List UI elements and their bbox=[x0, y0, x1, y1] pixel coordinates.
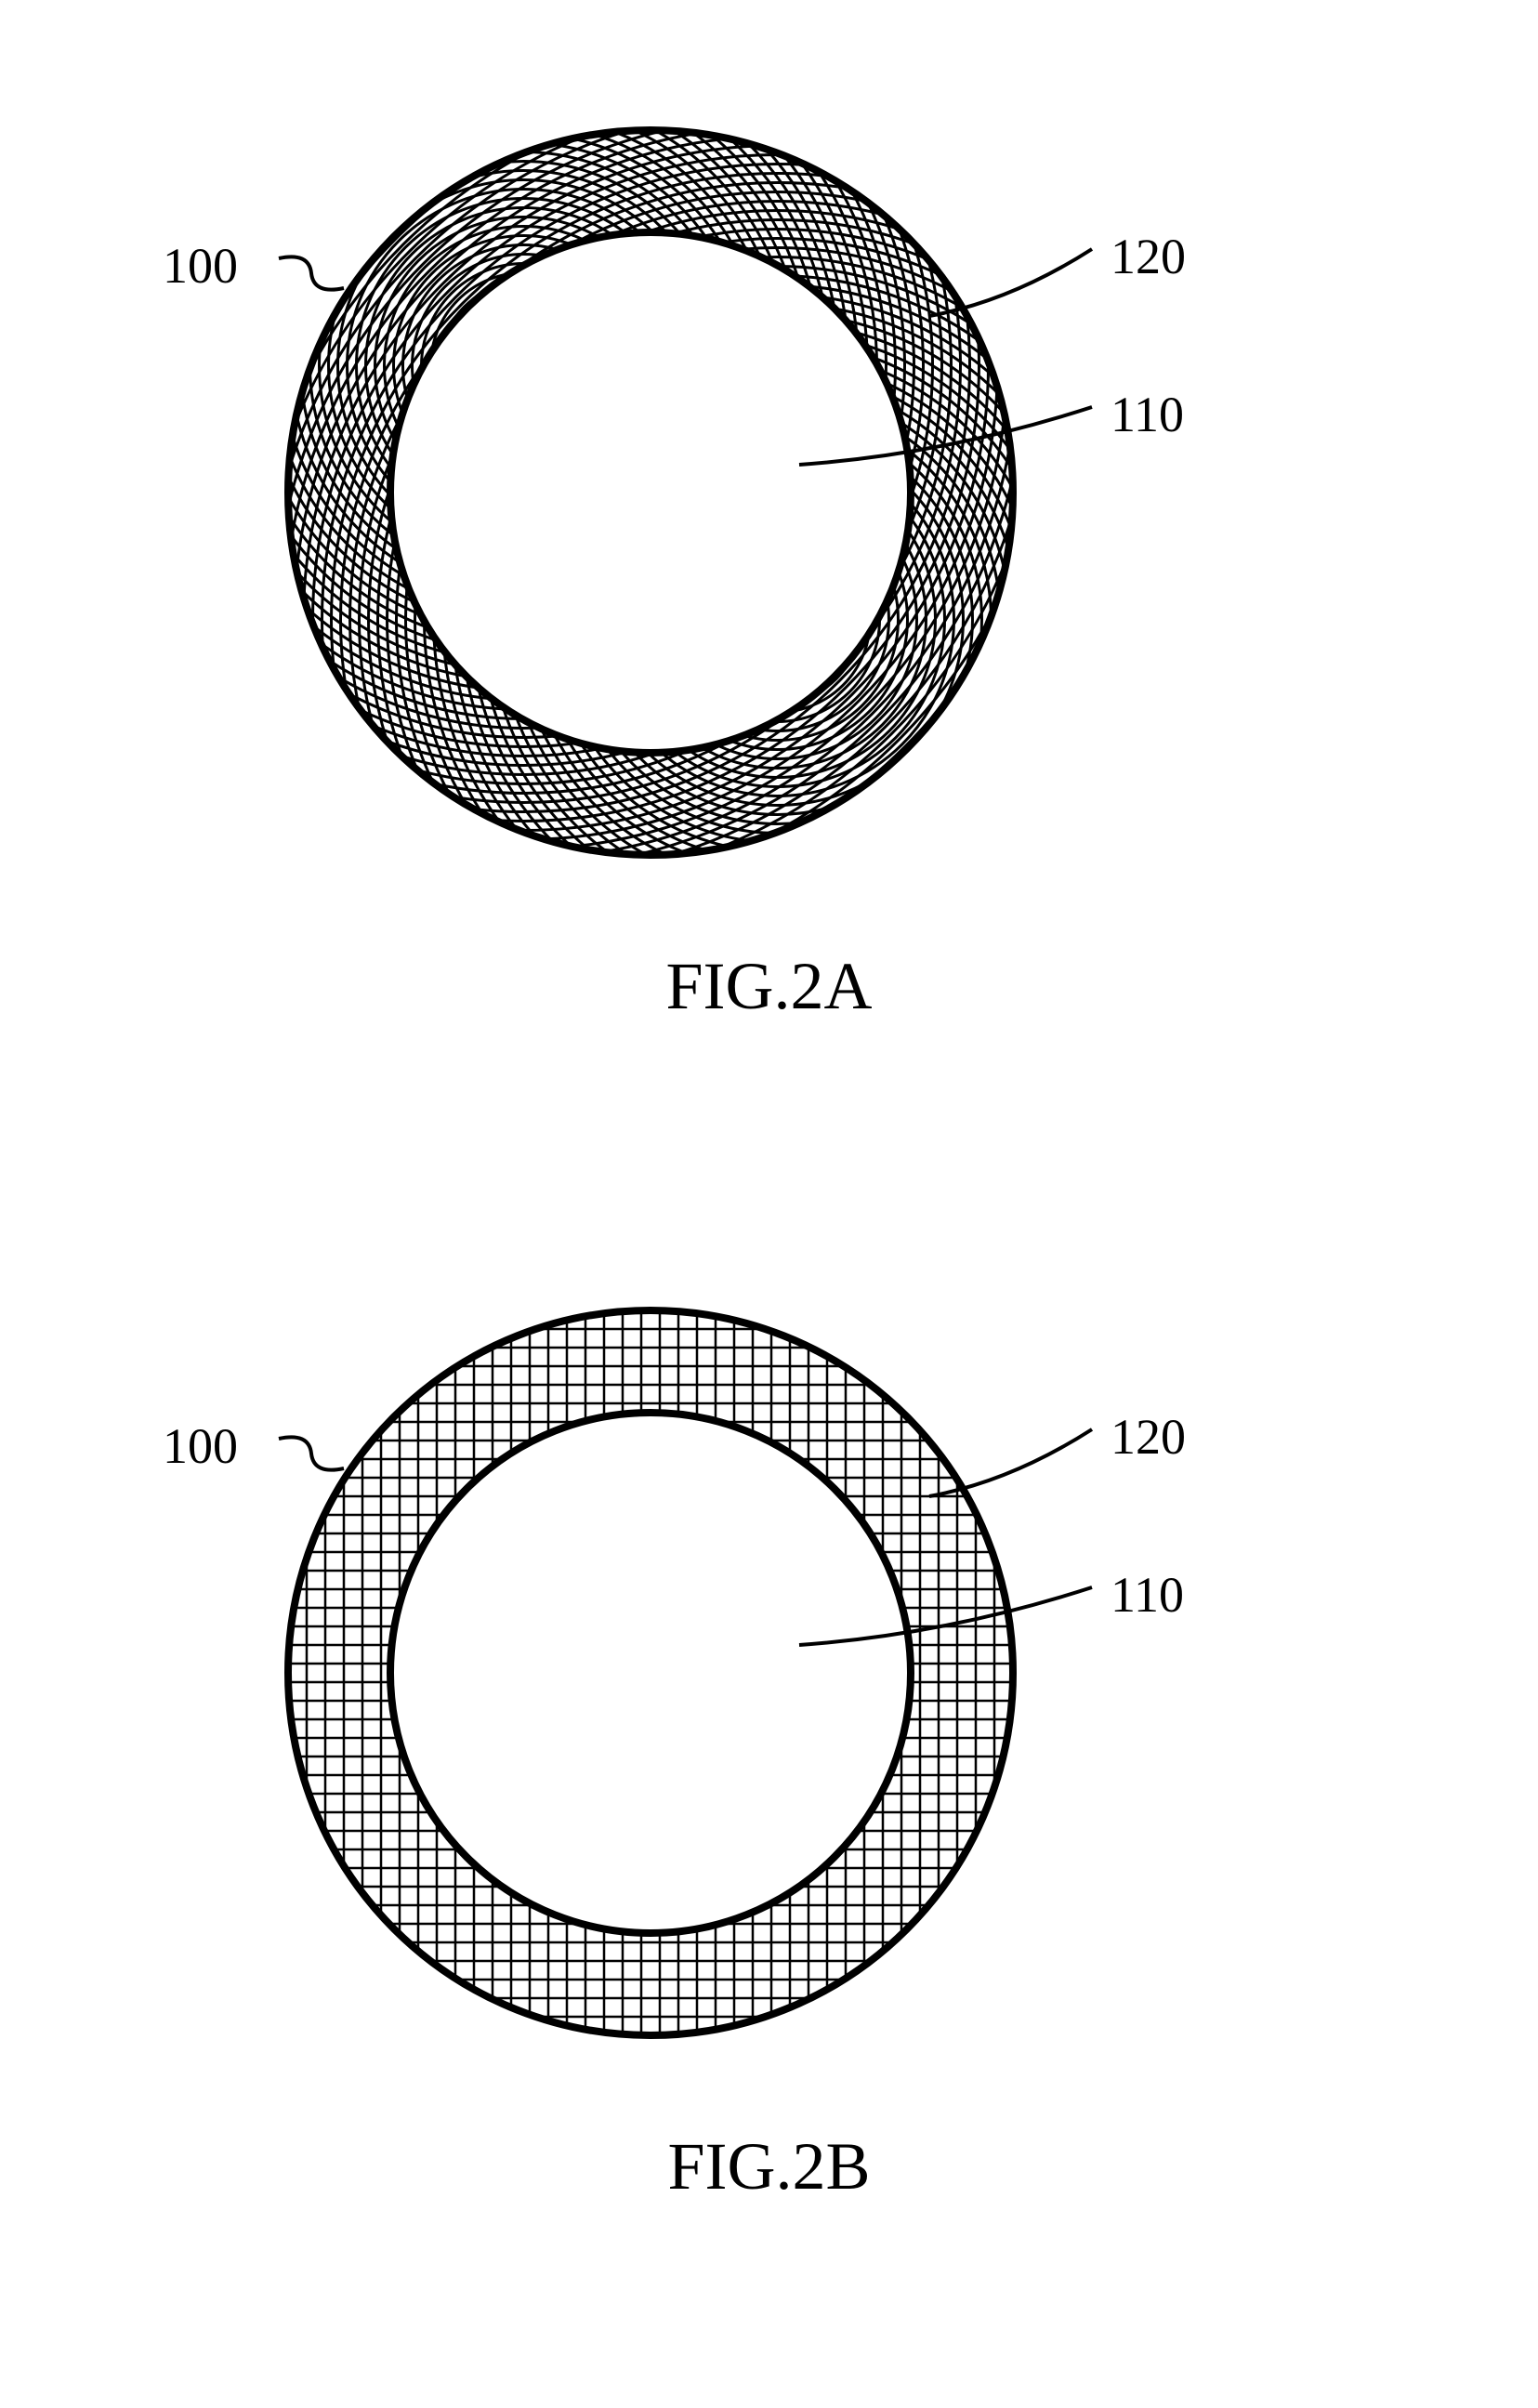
ref-label-100: 100 bbox=[163, 237, 238, 295]
figure-2b-svg bbox=[0, 1255, 1538, 2091]
ref-label-110: 110 bbox=[1111, 386, 1184, 443]
ref-label-100: 100 bbox=[163, 1417, 238, 1475]
figure-2a: 100 120 110 FIG.2A bbox=[0, 74, 1538, 1025]
figure-2b: 100 120 110 FIG.2B bbox=[0, 1255, 1538, 2205]
ref-label-120: 120 bbox=[1111, 1408, 1186, 1466]
figure-2a-caption: FIG.2A bbox=[0, 948, 1538, 1025]
figure-2a-svg bbox=[0, 74, 1538, 911]
ref-label-120: 120 bbox=[1111, 228, 1186, 285]
figure-2a-drawing: 100 120 110 bbox=[0, 74, 1538, 911]
ref-label-110: 110 bbox=[1111, 1566, 1184, 1624]
figure-2b-drawing: 100 120 110 bbox=[0, 1255, 1538, 2091]
figure-2b-caption: FIG.2B bbox=[0, 2128, 1538, 2205]
